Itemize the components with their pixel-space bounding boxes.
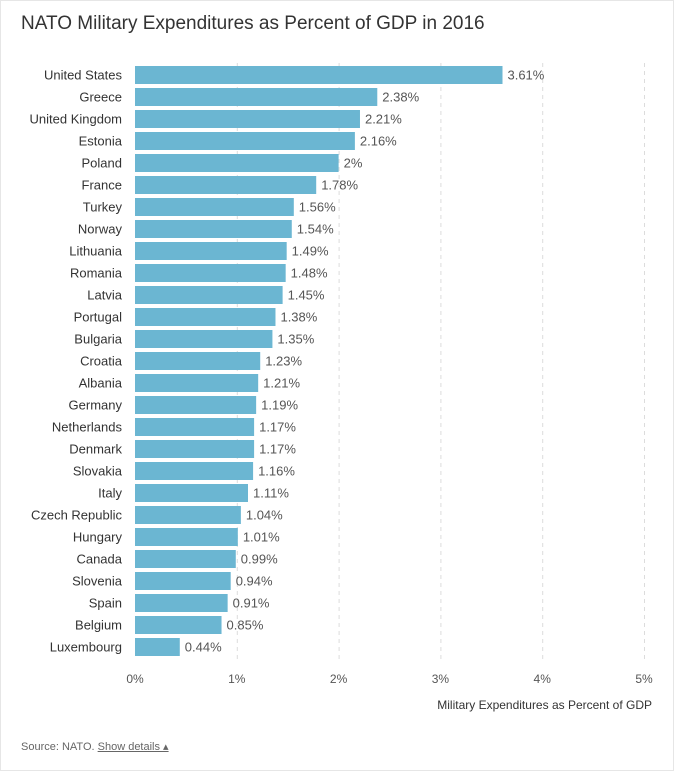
bar [135, 220, 292, 238]
category-label: Turkey [83, 200, 123, 215]
data-label: 1.48% [291, 266, 328, 281]
category-label: Norway [78, 222, 123, 237]
bar [135, 462, 254, 480]
source-text: Source: NATO. [21, 741, 95, 753]
data-label: 2.16% [360, 134, 397, 149]
x-tick-label: 2% [330, 672, 348, 686]
category-label: Denmark [69, 442, 122, 457]
data-label: 1.01% [243, 530, 280, 545]
data-label: 1.21% [263, 376, 300, 391]
chart-title: NATO Military Expenditures as Percent of… [21, 13, 485, 34]
bar [135, 264, 286, 282]
category-label: Greece [79, 90, 122, 105]
data-label: 0.91% [233, 596, 270, 611]
category-label: Lithuania [69, 244, 123, 259]
bar [135, 154, 339, 172]
bar [135, 352, 261, 370]
data-label: 1.16% [258, 464, 295, 479]
category-label: Croatia [80, 354, 123, 369]
bar [135, 616, 222, 634]
category-label: Bulgaria [74, 332, 122, 347]
data-label: 2.38% [382, 90, 419, 105]
bar [135, 374, 259, 392]
bar [135, 88, 378, 106]
category-label: Albania [79, 376, 123, 391]
bar [135, 572, 231, 590]
bar [135, 242, 287, 260]
x-axis-label: Military Expenditures as Percent of GDP [437, 698, 652, 712]
bar [135, 440, 255, 458]
data-label: 1.17% [259, 420, 296, 435]
bar [135, 594, 228, 612]
bar [135, 484, 248, 502]
bar [135, 110, 360, 128]
bar [135, 396, 257, 414]
category-label: Estonia [79, 134, 123, 149]
category-label: Latvia [87, 288, 122, 303]
category-label: United States [44, 68, 123, 83]
data-label: 1.45% [288, 288, 325, 303]
data-label: 1.23% [265, 354, 302, 369]
category-label: France [82, 178, 122, 193]
data-label: 0.99% [241, 552, 278, 567]
bar [135, 638, 180, 656]
bar [135, 506, 241, 524]
data-label: 0.85% [227, 618, 264, 633]
data-label: 1.49% [292, 244, 329, 259]
category-label: Germany [69, 398, 123, 413]
data-label: 1.38% [280, 310, 317, 325]
category-label: Portugal [74, 310, 123, 325]
x-tick-label: 4% [534, 672, 552, 686]
category-label: Luxembourg [50, 640, 122, 655]
x-tick-label: 5% [635, 672, 653, 686]
category-label: Czech Republic [31, 508, 123, 523]
source-note: Source: NATO. Show details ▴ [21, 740, 169, 753]
category-label: Spain [89, 596, 122, 611]
bar [135, 418, 255, 436]
data-label: 2.21% [365, 112, 402, 127]
category-label: Netherlands [52, 420, 123, 435]
data-label: 3.61% [507, 68, 544, 83]
data-label: 0.94% [236, 574, 273, 589]
show-details-link[interactable]: Show details ▴ [97, 741, 169, 753]
data-label: 1.11% [253, 486, 289, 501]
data-label: 1.19% [261, 398, 298, 413]
bar [135, 550, 236, 568]
category-label: Italy [98, 486, 122, 501]
bar [135, 66, 503, 84]
bar-chart: 0% 1% 2% 3% 4% 5% United States 3.61% Greece 2.38… [30, 63, 653, 712]
data-label: 2% [344, 156, 363, 171]
bar [135, 176, 317, 194]
category-label: Canada [76, 552, 122, 567]
bar [135, 286, 283, 304]
bar [135, 132, 355, 150]
category-label: Slovenia [72, 574, 123, 589]
category-label: Poland [82, 156, 122, 171]
data-label: 1.78% [321, 178, 358, 193]
data-label: 1.54% [297, 222, 334, 237]
category-label: Belgium [75, 618, 122, 633]
data-label: 0.44% [185, 640, 222, 655]
bar [135, 330, 273, 348]
category-label: Slovakia [73, 464, 123, 479]
data-label: 1.35% [277, 332, 314, 347]
data-label: 1.56% [299, 200, 336, 215]
bar [135, 198, 294, 216]
data-label: 1.17% [259, 442, 296, 457]
data-label: 1.04% [246, 508, 283, 523]
x-tick-label: 1% [228, 672, 246, 686]
bar [135, 308, 276, 326]
x-tick-label: 0% [126, 672, 144, 686]
category-label: Romania [70, 266, 123, 281]
category-label: United Kingdom [30, 112, 123, 127]
x-tick-label: 3% [432, 672, 450, 686]
bar [135, 528, 238, 546]
category-label: Hungary [73, 530, 123, 545]
